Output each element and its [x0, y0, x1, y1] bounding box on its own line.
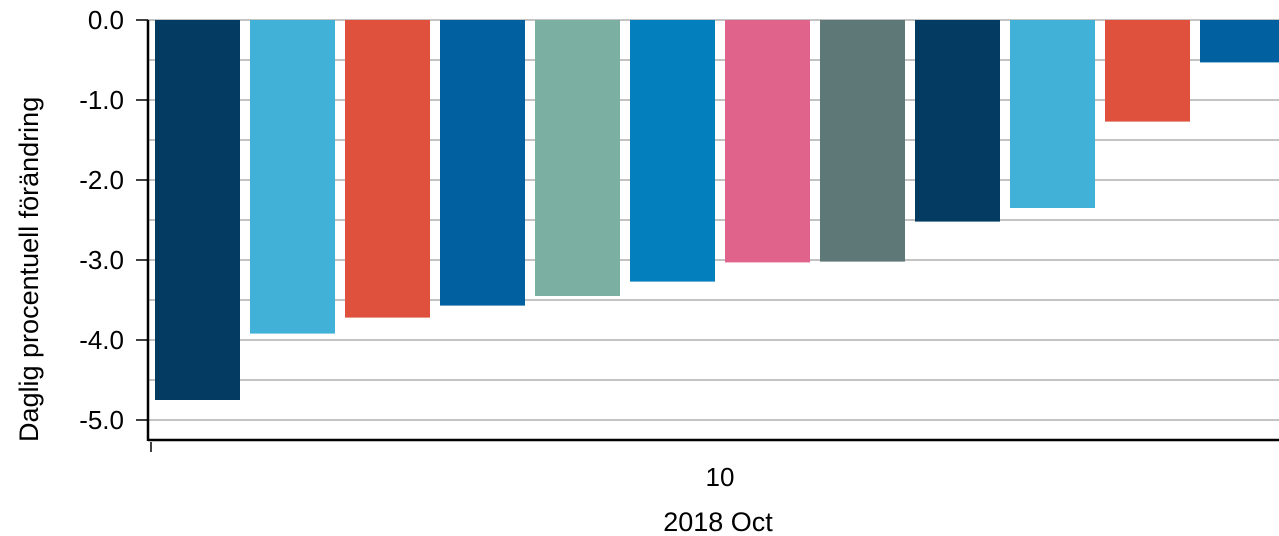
x-tick-label: 10 [706, 462, 735, 492]
y-tick-label: -1.0 [79, 85, 124, 115]
bar [155, 20, 240, 400]
y-tick-label: -4.0 [79, 325, 124, 355]
bar [725, 20, 810, 263]
bar [1200, 20, 1279, 63]
y-tick-label: 0.0 [88, 5, 124, 35]
y-tick-label: -2.0 [79, 165, 124, 195]
y-tick-label: -5.0 [79, 405, 124, 435]
bars [155, 20, 1279, 400]
x-axis-title: 2018 Oct [663, 507, 773, 536]
bar [820, 20, 905, 262]
bar [345, 20, 430, 318]
bar [1010, 20, 1095, 208]
bar [915, 20, 1000, 222]
bar [250, 20, 335, 334]
bar [1105, 20, 1190, 122]
bar [440, 20, 525, 306]
bar [630, 20, 715, 282]
y-axis-title: Daglig procentuell förändring [14, 97, 44, 442]
y-tick-label: -3.0 [79, 245, 124, 275]
y-ticks: 0.0 -1.0 -2.0 -3.0 -4.0 -5.0 [79, 5, 148, 435]
axes [146, 20, 1279, 452]
bar [535, 20, 620, 296]
